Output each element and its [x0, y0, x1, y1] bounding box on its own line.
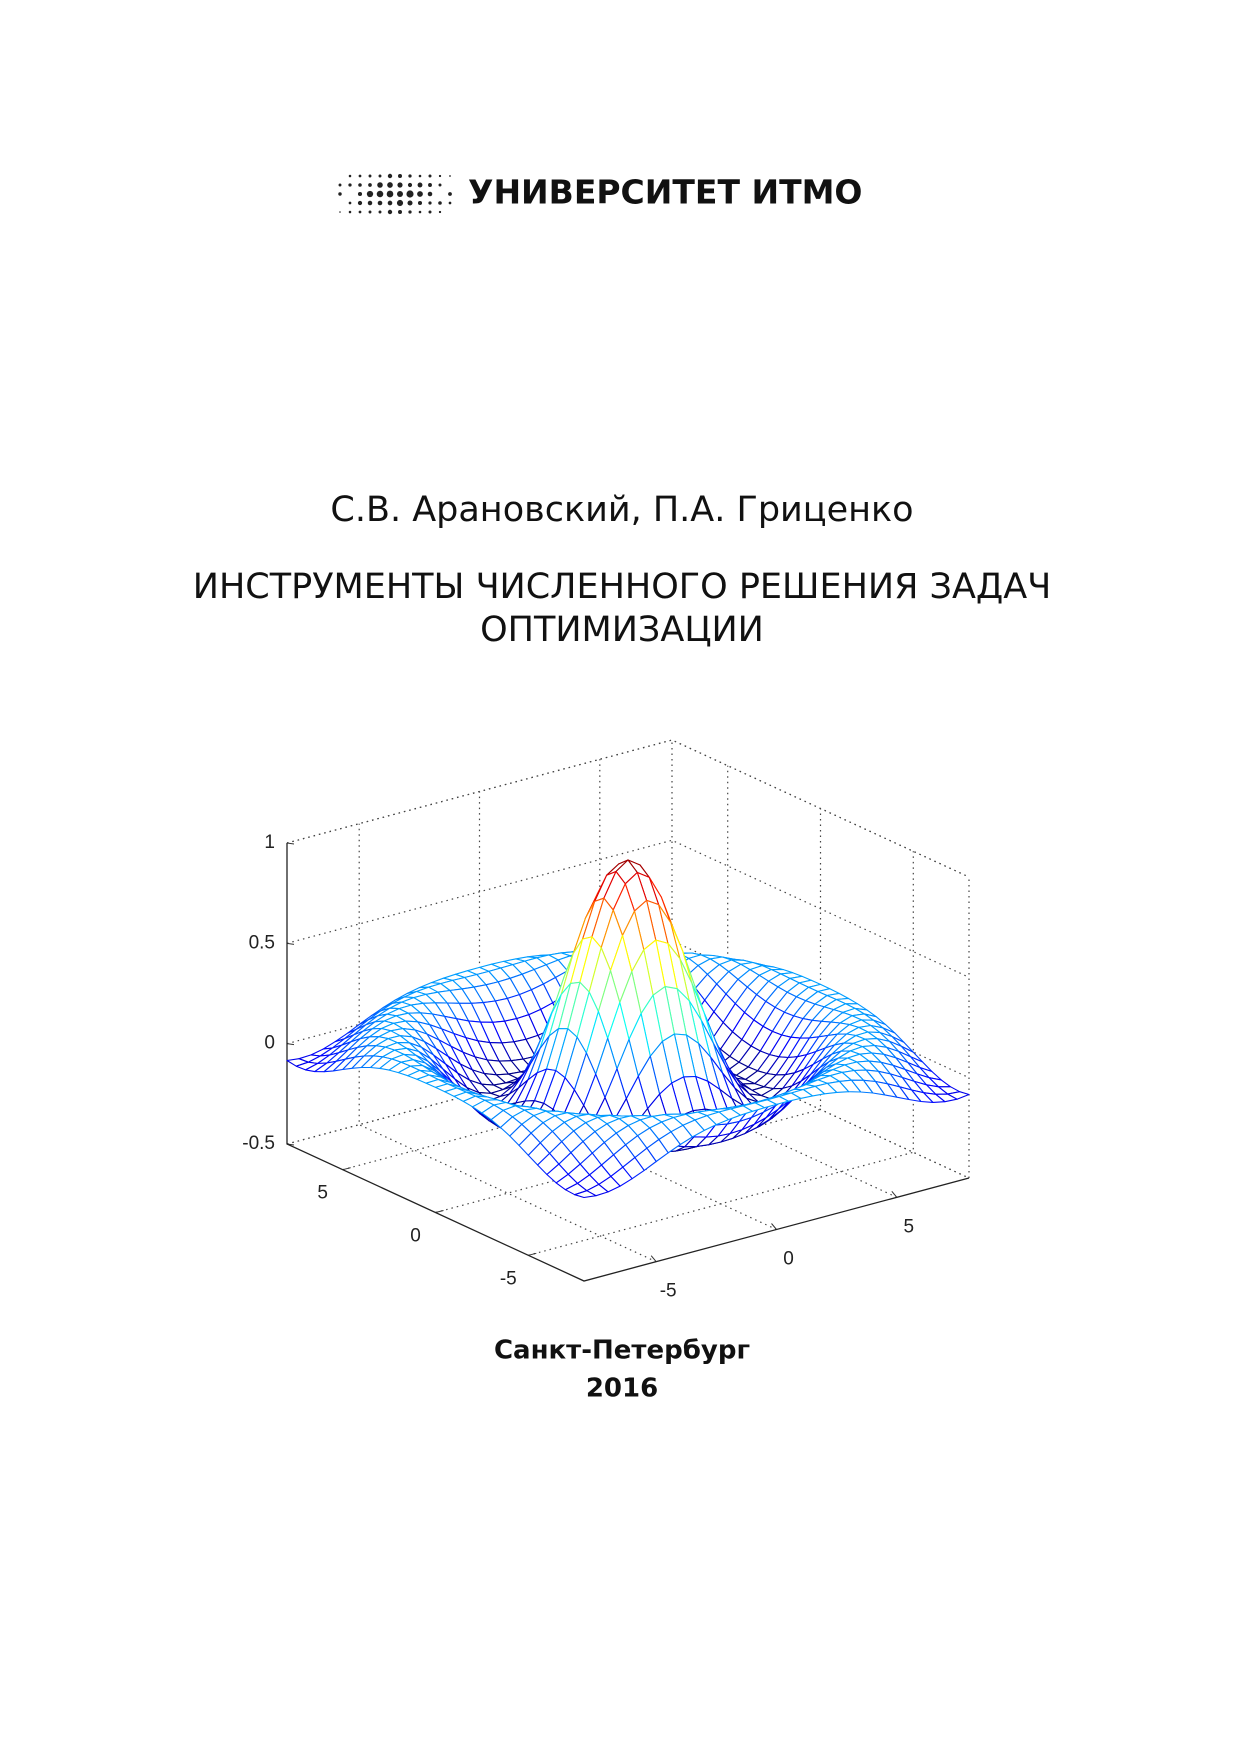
logo-dot: [386, 190, 394, 198]
z-tick-label: -0.5: [242, 1133, 275, 1154]
logo-text: УНИВЕРСИТЕТ ИТМО: [468, 173, 862, 212]
logo-dot: [357, 200, 363, 206]
city: Санкт-Петербург: [494, 1336, 750, 1366]
logo-dot: [358, 174, 362, 178]
grid-line: [528, 851, 914, 1256]
logo-dot: [377, 200, 383, 206]
logo-dot: [348, 183, 352, 187]
x-tick-label: 0: [783, 1249, 794, 1270]
logo-dot: [366, 190, 374, 198]
z-tick-label: 1: [264, 832, 275, 853]
logo-dot: [376, 190, 384, 198]
tick-mark: [342, 1167, 351, 1171]
mesh-cell: [574, 1190, 597, 1199]
tick-mark: [286, 942, 295, 945]
logo-dot: [449, 175, 451, 177]
logo-dot: [428, 174, 432, 178]
logo-dot: [357, 191, 363, 197]
logo-dot: [397, 209, 403, 215]
logo-dot: [418, 210, 422, 214]
tick-mark: [435, 1210, 444, 1213]
logo-mark: [338, 173, 452, 215]
logo-dot: [397, 191, 403, 197]
x-tick-label: -5: [660, 1281, 677, 1302]
logo-dot: [338, 183, 342, 187]
logo-dot: [438, 174, 442, 178]
logo-dot: [338, 192, 342, 196]
logo-dot: [396, 199, 404, 207]
logo-dot: [407, 200, 413, 206]
z-tick-label: 0.5: [249, 932, 275, 953]
logo-dot: [438, 183, 442, 187]
logo-dot: [417, 182, 423, 188]
authors: С.В. Арановский, П.А. Гриценко: [330, 490, 913, 530]
logo-dot: [427, 191, 433, 197]
title-line: ИНСТРУМЕНТЫ ЧИСЛЕННОГО РЕШЕНИЯ ЗАДАЧ: [193, 567, 1051, 607]
grid-line: [286, 1040, 970, 1179]
y-tick-label: 0: [410, 1226, 421, 1247]
logo-dot: [418, 174, 422, 178]
logo-dot: [348, 201, 352, 205]
axis-line: [286, 843, 970, 1282]
logo-dot: [368, 210, 372, 214]
grid-line: [286, 839, 970, 978]
x-tick-label: 5: [904, 1216, 915, 1237]
surface-plot: -0.5 0 0.5 1 -5 0 5 -5 0 5: [242, 739, 970, 1302]
logo-dot: [448, 201, 452, 205]
title-line: ОПТИМИЗАЦИИ: [480, 610, 764, 650]
logo-dot: [417, 191, 423, 197]
logo-dot: [387, 173, 393, 179]
tick-mark: [771, 1223, 777, 1230]
logo-dot: [428, 183, 432, 187]
logo-dot: [387, 200, 393, 206]
logo-dot: [348, 174, 352, 178]
logo-dot: [378, 174, 382, 178]
tick-mark: [286, 842, 295, 845]
logo-dot: [378, 210, 382, 214]
logo-dot: [339, 211, 341, 213]
year: 2016: [586, 1374, 658, 1404]
logo-dot: [406, 190, 414, 198]
logo-dot: [377, 182, 383, 188]
tick-mark: [650, 1255, 657, 1263]
logo-dot: [368, 183, 372, 187]
logo-dot: [348, 210, 352, 214]
box-edge: [286, 739, 970, 878]
logo-dot: [438, 210, 442, 214]
grid-line: [342, 765, 729, 1171]
y-tick-label: -5: [500, 1268, 517, 1289]
logo-dot: [367, 200, 373, 206]
logo-dot: [408, 210, 412, 214]
logo-dot: [408, 174, 412, 178]
tick-mark: [528, 1252, 537, 1256]
logo-dot: [387, 209, 393, 215]
logo-dot: [428, 201, 432, 205]
logo-dot: [448, 192, 452, 196]
tick-mark: [286, 1043, 295, 1046]
y-tick-label: 5: [317, 1183, 328, 1204]
logo-dot: [358, 183, 362, 187]
z-tick-label: 0: [264, 1033, 275, 1054]
logo-dot: [397, 173, 403, 179]
logo-dot: [417, 200, 423, 206]
logo-dot: [428, 210, 432, 214]
logo-dot: [407, 182, 413, 188]
tick-mark: [891, 1190, 898, 1198]
logo-dot: [387, 182, 393, 188]
logo-dot: [397, 182, 403, 188]
logo-dot: [358, 210, 362, 214]
logo-dot: [368, 174, 372, 178]
logo-dot: [438, 201, 442, 205]
grid-line: [286, 739, 970, 878]
